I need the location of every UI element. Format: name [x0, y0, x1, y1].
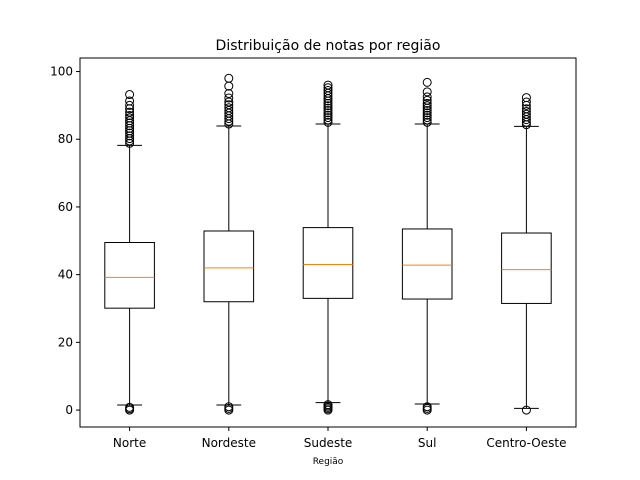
iqr-box: [501, 232, 552, 304]
outlier-point: [422, 402, 432, 412]
outlier-point: [323, 103, 333, 113]
outlier-point: [125, 100, 135, 110]
iqr-box: [401, 228, 453, 300]
y-axis: 0 20 40 60 80 100: [50, 65, 80, 417]
outlier-point: [323, 105, 333, 115]
outlier-point: [521, 93, 531, 103]
outlier-point: [125, 402, 135, 412]
outlier-point: [125, 111, 135, 121]
outlier-point: [521, 109, 531, 119]
outlier-point: [323, 115, 333, 125]
outlier-point: [422, 77, 432, 87]
outlier-point: [125, 107, 135, 117]
y-tick-label: 20: [58, 335, 73, 349]
y-tick-label: 60: [58, 200, 73, 214]
outlier-point: [323, 117, 333, 127]
outlier-point: [125, 138, 135, 148]
outlier-point: [422, 98, 432, 108]
x-axis-label: Região: [313, 457, 344, 467]
outlier-point: [422, 108, 432, 118]
outlier-point: [125, 96, 135, 106]
outlier-point: [422, 115, 432, 125]
x-tick-label: Sul: [418, 436, 437, 450]
box-group-1: [203, 73, 255, 415]
box-group-0: [104, 90, 155, 415]
outlier-point: [125, 113, 135, 123]
outlier-point: [521, 405, 531, 415]
outlier-point: [422, 117, 432, 127]
y-tick-label: 40: [58, 268, 73, 282]
outlier-point: [224, 81, 234, 91]
x-tick-label: Sudeste: [304, 436, 353, 450]
outlier-point: [422, 110, 432, 120]
x-tick-label: Nordeste: [202, 436, 256, 450]
outlier-point: [125, 118, 135, 128]
chart-title: Distribuição de notas por região: [216, 38, 441, 54]
box-group-2: [302, 80, 354, 415]
outlier-point: [422, 92, 432, 102]
box-group-4: [501, 93, 552, 415]
outlier-point: [125, 128, 135, 138]
outlier-point: [323, 98, 333, 108]
outlier-point: [323, 113, 333, 123]
outlier-point: [224, 100, 234, 110]
outlier-point: [224, 73, 234, 83]
outlier-point: [224, 89, 234, 99]
x-tick-label: Centro-Oeste: [486, 436, 566, 450]
y-tick-label: 0: [65, 403, 73, 417]
outlier-point: [422, 87, 432, 97]
outlier-point: [125, 131, 135, 141]
x-tick-label: Norte: [113, 436, 146, 450]
y-tick-label: 100: [50, 65, 73, 79]
outlier-point: [422, 113, 432, 123]
outlier-point: [323, 110, 333, 120]
iqr-box: [302, 227, 354, 299]
outlier-point: [224, 93, 234, 103]
outlier-point: [521, 97, 531, 107]
y-tick-label: 80: [58, 132, 73, 146]
outlier-point: [521, 106, 531, 116]
outlier-point: [422, 105, 432, 115]
iqr-box: [203, 230, 255, 303]
outlier-point: [422, 101, 432, 111]
outlier-point: [323, 101, 333, 111]
iqr-box: [104, 242, 155, 309]
plot-area: [104, 73, 552, 415]
box-group-3: [401, 77, 453, 415]
outlier-point: [521, 104, 531, 114]
outlier-point: [323, 400, 333, 410]
outlier-point: [323, 83, 333, 93]
outlier-point: [224, 402, 234, 412]
x-axis: Norte Nordeste Sudeste Sul Centro-Oeste: [113, 427, 566, 450]
outlier-point: [125, 90, 135, 100]
outlier-point: [323, 108, 333, 118]
outlier-point: [323, 80, 333, 90]
outlier-point: [224, 103, 234, 113]
outlier-point: [323, 85, 333, 95]
